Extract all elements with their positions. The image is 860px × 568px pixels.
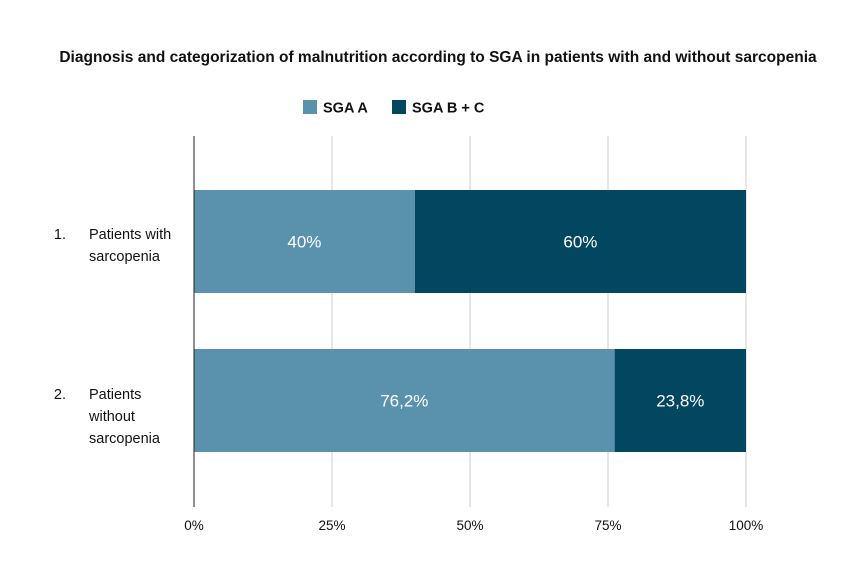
legend-label: SGA A — [323, 101, 368, 117]
data-label: 60% — [563, 233, 597, 252]
x-tick-label: 75% — [594, 518, 621, 533]
bars: 40% 60% 76,2% 23,8% — [194, 190, 746, 452]
category-label: Patients — [89, 387, 141, 403]
category-label: sarcopenia — [89, 249, 161, 265]
data-label: 40% — [287, 233, 321, 252]
data-label: 76,2% — [380, 392, 428, 411]
category-number: 1. — [54, 227, 66, 243]
category-number: 2. — [54, 387, 66, 403]
x-tick-label: 25% — [318, 518, 345, 533]
x-tick-label: 0% — [184, 518, 204, 533]
x-tick-label: 100% — [729, 518, 764, 533]
legend-label: SGA B + C — [412, 101, 485, 117]
category-label: without — [88, 409, 135, 425]
x-axis-ticks: 0% 25% 50% 75% 100% — [184, 518, 763, 533]
category-labels: 1. Patients with sarcopenia 2. Patients witho… — [54, 227, 171, 447]
category-label: Patients with — [89, 227, 171, 243]
bar-segment — [414, 190, 746, 293]
category-label: sarcopenia — [89, 431, 161, 447]
chart-title: Diagnosis and categorization of malnutri… — [59, 49, 817, 66]
legend-swatch — [392, 100, 406, 114]
bar-segment — [614, 349, 746, 452]
data-label: 23,8% — [656, 392, 704, 411]
legend: SGA A SGA B + C — [303, 100, 485, 117]
legend-swatch — [303, 100, 317, 114]
bar-segment — [194, 349, 615, 452]
x-tick-label: 50% — [456, 518, 483, 533]
bar-segment — [194, 190, 415, 293]
